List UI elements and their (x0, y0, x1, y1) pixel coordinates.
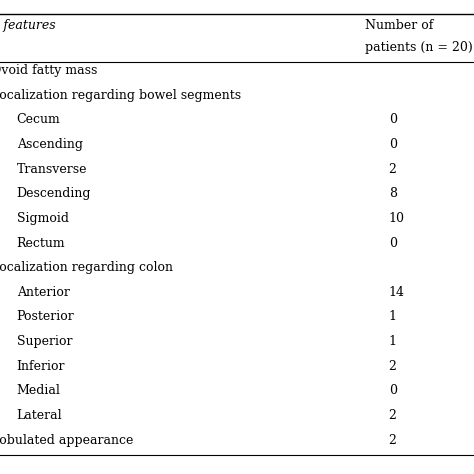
Text: Lobulated appearance: Lobulated appearance (0, 434, 133, 447)
Text: 0: 0 (389, 384, 397, 397)
Text: Descending: Descending (17, 187, 91, 200)
Text: Cecum: Cecum (17, 113, 60, 126)
Text: 2: 2 (389, 360, 397, 373)
Text: T features: T features (0, 19, 55, 32)
Text: 8: 8 (389, 187, 397, 200)
Text: 0: 0 (389, 138, 397, 151)
Text: Ascending: Ascending (17, 138, 82, 151)
Text: Number of: Number of (365, 19, 433, 32)
Text: 10: 10 (389, 212, 405, 225)
Text: 2: 2 (389, 434, 397, 447)
Text: Lateral: Lateral (17, 409, 62, 422)
Text: 0: 0 (389, 237, 397, 249)
Text: 0: 0 (389, 113, 397, 126)
Text: 14: 14 (389, 286, 405, 299)
Text: Inferior: Inferior (17, 360, 65, 373)
Text: Posterior: Posterior (17, 310, 74, 323)
Text: Transverse: Transverse (17, 163, 87, 175)
Text: 1: 1 (389, 335, 397, 348)
Text: patients (n = 20): patients (n = 20) (365, 41, 473, 54)
Text: Localization regarding bowel segments: Localization regarding bowel segments (0, 89, 241, 101)
Text: 2: 2 (389, 409, 397, 422)
Text: Ovoid fatty mass: Ovoid fatty mass (0, 64, 97, 77)
Text: Medial: Medial (17, 384, 61, 397)
Text: 2: 2 (389, 163, 397, 175)
Text: Sigmoid: Sigmoid (17, 212, 69, 225)
Text: Localization regarding colon: Localization regarding colon (0, 261, 173, 274)
Text: Rectum: Rectum (17, 237, 65, 249)
Text: Anterior: Anterior (17, 286, 70, 299)
Text: 1: 1 (389, 310, 397, 323)
Text: Superior: Superior (17, 335, 72, 348)
